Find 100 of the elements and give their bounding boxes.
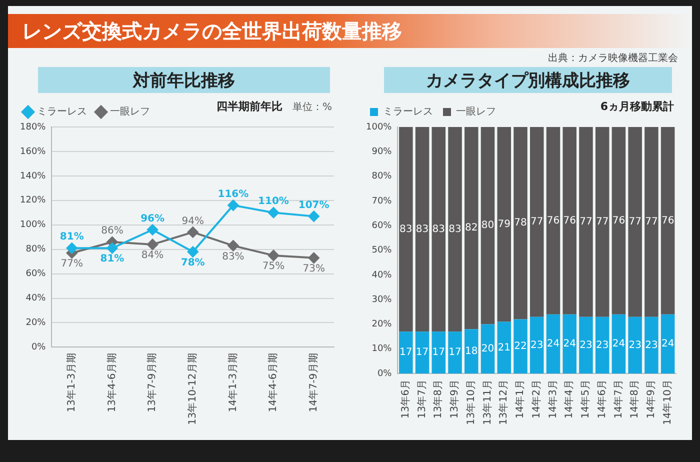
x-tick-label: 14年2月 bbox=[530, 380, 542, 419]
x-tick-label: 14年9月 bbox=[645, 380, 658, 419]
bar bbox=[595, 127, 610, 317]
bar bbox=[497, 127, 511, 322]
data-label: 17 bbox=[416, 347, 429, 358]
bar bbox=[415, 332, 430, 374]
bar bbox=[530, 127, 544, 317]
data-label: 18 bbox=[465, 346, 478, 357]
x-tick-label: 14年3月 bbox=[546, 380, 559, 419]
x-tick-label: 13年4-6月期 bbox=[106, 353, 118, 412]
x-tick-label: 14年7-9月期 bbox=[307, 353, 320, 412]
point bbox=[228, 240, 239, 252]
data-label: 83 bbox=[400, 224, 412, 235]
data-label: 83 bbox=[432, 224, 446, 235]
y-tick-label: 80% bbox=[372, 172, 392, 182]
bar bbox=[464, 127, 478, 330]
bar bbox=[448, 332, 462, 374]
bar bbox=[562, 314, 576, 374]
y-tick-label: 180% bbox=[20, 122, 46, 132]
point bbox=[187, 226, 198, 238]
data-label: 23 bbox=[628, 340, 642, 351]
bar bbox=[514, 319, 528, 374]
bar bbox=[399, 127, 413, 332]
data-label: 23 bbox=[645, 340, 658, 351]
x-tick-label: 14年1-3月期 bbox=[226, 353, 239, 412]
y-tick-label: 40% bbox=[372, 270, 392, 280]
data-label: 81% bbox=[100, 254, 124, 265]
legend-label: 一眼レフ bbox=[456, 106, 496, 118]
y-tick-label: 90% bbox=[372, 147, 392, 157]
y-tick-label: 0% bbox=[377, 368, 392, 379]
data-label: 76 bbox=[546, 215, 560, 226]
y-tick-label: 80% bbox=[26, 244, 46, 255]
bar bbox=[432, 332, 446, 374]
bar bbox=[612, 314, 626, 374]
bar bbox=[579, 127, 593, 317]
bar bbox=[415, 127, 430, 332]
bar bbox=[514, 127, 528, 320]
data-label: 81% bbox=[60, 232, 84, 243]
data-label: 83 bbox=[448, 224, 462, 235]
chart-title: 対前年比推移 bbox=[38, 67, 330, 93]
point bbox=[268, 250, 280, 261]
bar bbox=[562, 127, 576, 314]
data-label: 82 bbox=[465, 222, 478, 234]
data-label: 77 bbox=[580, 216, 592, 228]
data-label: 78% bbox=[180, 257, 205, 268]
bar bbox=[432, 127, 446, 332]
text: 単位：% bbox=[292, 101, 332, 114]
y-tick-label: 50% bbox=[372, 246, 392, 256]
x-tick-label: 14年5月 bbox=[580, 380, 592, 419]
legend-label: ミラーレス bbox=[37, 106, 87, 118]
bar bbox=[464, 329, 478, 374]
y-tick-label: 160% bbox=[20, 146, 46, 157]
y-tick-label: 60% bbox=[372, 220, 392, 231]
data-label: 75% bbox=[262, 261, 285, 272]
bar bbox=[530, 316, 544, 374]
legend-label: ミラーレス bbox=[383, 106, 433, 118]
data-label: 17 bbox=[448, 347, 462, 358]
data-label: 83% bbox=[222, 251, 244, 262]
data-label: 23 bbox=[530, 340, 544, 351]
x-tick-label: 13年7月 bbox=[416, 380, 428, 419]
data-label: 76 bbox=[661, 215, 674, 226]
x-tick-label: 13年1-3月期 bbox=[65, 353, 78, 412]
x-tick-label: 14年10月 bbox=[661, 380, 674, 426]
bar bbox=[595, 316, 610, 374]
x-tick-label: 14年4月 bbox=[563, 380, 576, 419]
data-label: 17 bbox=[432, 347, 446, 358]
x-tick-label: 13年7-9月期 bbox=[146, 353, 158, 412]
data-label: 107% bbox=[298, 200, 330, 211]
data-label: 77% bbox=[60, 258, 84, 270]
y-tick-label: 120% bbox=[20, 196, 46, 206]
data-label: 23 bbox=[580, 340, 592, 351]
bar bbox=[546, 127, 560, 314]
point bbox=[147, 238, 158, 250]
data-label: 23 bbox=[596, 340, 609, 351]
data-label: 76 bbox=[612, 215, 626, 226]
data-label: 78 bbox=[514, 218, 527, 229]
text: 四半期前年比 bbox=[216, 99, 282, 114]
y-tick-label: 0% bbox=[31, 342, 46, 353]
bar bbox=[480, 324, 495, 374]
y-tick-label: 20% bbox=[372, 320, 392, 330]
text: レンズ交換式カメラの全世界出荷数量推移 bbox=[8, 14, 692, 48]
bar bbox=[579, 316, 593, 374]
point bbox=[228, 200, 239, 211]
data-label: 77 bbox=[628, 216, 642, 228]
bar bbox=[660, 314, 675, 374]
data-label: 21 bbox=[498, 342, 510, 354]
y-tick-label: 30% bbox=[372, 294, 392, 305]
data-label: 80 bbox=[481, 220, 494, 232]
x-tick-label: 13年12月 bbox=[498, 380, 510, 426]
bar bbox=[644, 316, 658, 374]
point bbox=[66, 242, 78, 254]
y-tick-label: 70% bbox=[372, 196, 392, 206]
y-tick-label: 40% bbox=[26, 294, 46, 304]
data-label: 83 bbox=[416, 224, 429, 235]
x-tick-label: 13年10月 bbox=[464, 380, 477, 426]
bar bbox=[660, 127, 675, 314]
bar bbox=[399, 332, 413, 374]
x-tick-label: 14年7月 bbox=[612, 380, 624, 419]
bar bbox=[497, 322, 511, 374]
x-tick-label: 14年1月 bbox=[514, 380, 526, 419]
